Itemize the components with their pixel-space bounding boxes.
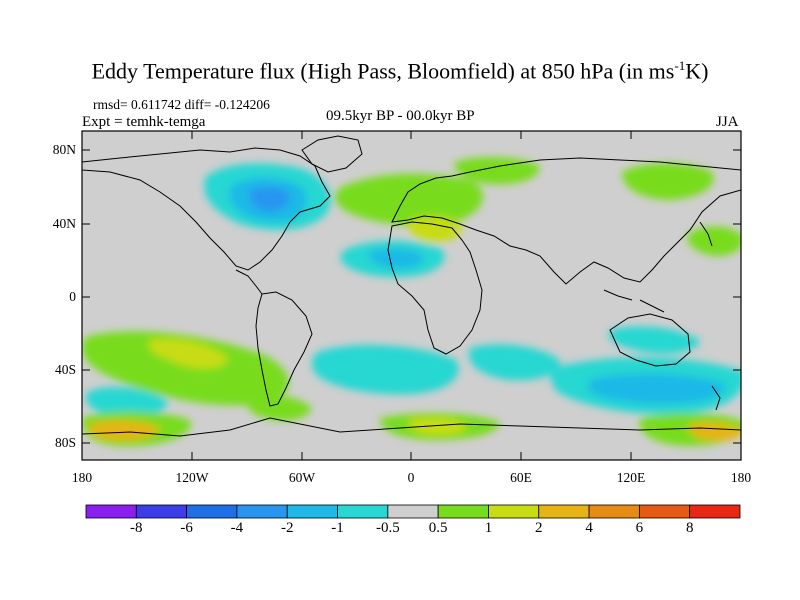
region-southern-ocean-neg-core: [588, 373, 726, 404]
colorbar-swatch: [286, 504, 338, 519]
colorbar-label: 1: [484, 520, 493, 536]
colorbar-label: -0.5: [375, 520, 400, 536]
lon-ticks: [191, 131, 632, 460]
colorbar-swatch: [689, 504, 741, 519]
coast-maritime-continent: [603, 289, 665, 313]
lat-label-80s: 80S: [54, 435, 76, 450]
colorbar-swatch: [638, 504, 691, 519]
region-south-atlantic-neg: [311, 345, 459, 395]
experiment-label: Expt = temhk-temga: [82, 114, 206, 130]
colorbar-label: -4: [230, 520, 244, 536]
lat-label-40n: 40N: [52, 216, 76, 231]
region-subtropical-atlantic-core: [369, 248, 424, 269]
coast-north-america: [82, 147, 331, 271]
map-title: Eddy Temperature flux (High Pass, Bloomf…: [0, 58, 800, 84]
colorbar-label: 0.5: [428, 520, 448, 536]
lat-ticks: [82, 149, 741, 444]
coast-australia: [609, 313, 691, 367]
colorbar-swatch: [588, 504, 640, 519]
coast-eurasia: [391, 157, 741, 285]
colorbar-label: -1: [331, 520, 344, 536]
lat-label-0: 0: [69, 289, 76, 304]
colorbar-label: -6: [180, 520, 193, 536]
region-siberia-pos: [622, 163, 714, 200]
colorbar-label: -2: [280, 520, 294, 536]
colorbar-swatch: [236, 504, 288, 519]
region-south-pacific-pos: [82, 331, 289, 406]
colorbar-label: 6: [635, 520, 644, 536]
lon-label-0: 0: [407, 470, 415, 485]
region-southwest-pacific-neg: [85, 387, 168, 417]
lon-label-180-east: 180: [730, 470, 752, 485]
coast-new-zealand: [711, 385, 721, 411]
coast-south-america: [255, 291, 313, 407]
lon-label-60w: 60W: [288, 470, 316, 485]
title-main: Eddy Temperature flux (High Pass, Bloomf…: [91, 58, 675, 84]
colorbar-swatch: [488, 504, 540, 519]
colorbar-swatch: [538, 504, 590, 519]
region-south-pacific-pos-core: [148, 338, 228, 369]
coast-greenland: [301, 135, 363, 173]
contour-field: [82, 135, 741, 447]
coast-africa: [387, 221, 483, 355]
colorbar-swatch: [135, 504, 188, 519]
region-indian-ocean-neg: [468, 344, 560, 381]
season-label: JJA: [716, 114, 739, 130]
lon-label-120e: 120E: [616, 470, 646, 485]
stats-label: rmsd= 0.611742 diff= -0.124206: [93, 97, 270, 112]
region-north-america-neg-max: [249, 186, 291, 212]
lat-label-80n: 80N: [52, 142, 76, 157]
region-arctic-pos: [454, 157, 540, 185]
period-label: 09.5kyr BP - 00.0kyr BP: [326, 108, 475, 124]
region-australia-neg: [608, 326, 700, 354]
colorbar-label: 4: [585, 520, 593, 536]
colorbar-swatch: [85, 504, 137, 519]
colorbar-swatch: [387, 504, 439, 519]
lat-label-40s: 40S: [54, 362, 76, 377]
region-antarctic-pacific-pos-core: [88, 420, 160, 441]
region-antarctic-atlantic-pos-core: [408, 418, 468, 435]
lon-label-180-west: 180: [71, 470, 93, 485]
region-europe-pos: [334, 173, 483, 226]
colorbar-swatch: [437, 504, 489, 519]
lon-label-60e: 60E: [510, 470, 532, 485]
colorbar-label: 8: [685, 520, 694, 536]
colorbar-swatch: [186, 504, 238, 519]
title-end: K): [685, 58, 709, 84]
colorbar-label: 2: [535, 520, 543, 536]
title-superscript: -1: [674, 58, 686, 73]
region-antarctic-indian-pos-core: [689, 422, 741, 441]
coast-central-america: [235, 269, 263, 295]
colorbar-label: -8: [130, 520, 143, 536]
colorbar-swatch: [337, 504, 389, 519]
coast-japan: [699, 221, 713, 247]
colorbar: [85, 504, 741, 519]
coast-antarctica: [82, 417, 741, 437]
region-east-asia-pos: [687, 226, 741, 256]
lon-label-120w: 120W: [175, 470, 209, 485]
coastlines: [82, 135, 741, 437]
region-drake-passage-pos: [247, 395, 312, 421]
